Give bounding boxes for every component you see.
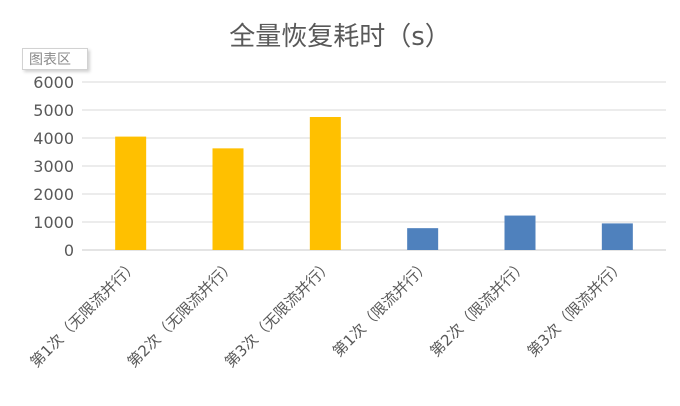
x-tick-label: 第1次（限流并行） bbox=[329, 256, 433, 360]
y-tick-label: 0 bbox=[64, 241, 74, 260]
bar bbox=[309, 117, 341, 250]
x-tick-label: 第2次（无限流并行） bbox=[124, 256, 239, 371]
chart-title: 全量恢复耗时（s） bbox=[229, 22, 451, 52]
bar bbox=[407, 228, 439, 250]
chart-area-tooltip: 图表区 bbox=[22, 48, 88, 70]
y-tick-label: 6000 bbox=[33, 73, 74, 92]
bar bbox=[601, 223, 633, 250]
y-tick-label: 5000 bbox=[33, 101, 74, 120]
x-tick-label: 第1次（无限流并行） bbox=[27, 256, 142, 371]
y-tick-label: 3000 bbox=[33, 157, 74, 176]
x-tick-label: 第3次（限流并行） bbox=[524, 256, 628, 360]
bar bbox=[212, 148, 244, 250]
y-tick-label: 4000 bbox=[33, 129, 74, 148]
bar bbox=[115, 136, 147, 250]
x-tick-label: 第2次（限流并行） bbox=[426, 256, 530, 360]
bar bbox=[504, 215, 536, 250]
x-tick-label: 第3次（无限流并行） bbox=[221, 256, 336, 371]
y-tick-label: 1000 bbox=[33, 213, 74, 232]
y-tick-label: 2000 bbox=[33, 185, 74, 204]
